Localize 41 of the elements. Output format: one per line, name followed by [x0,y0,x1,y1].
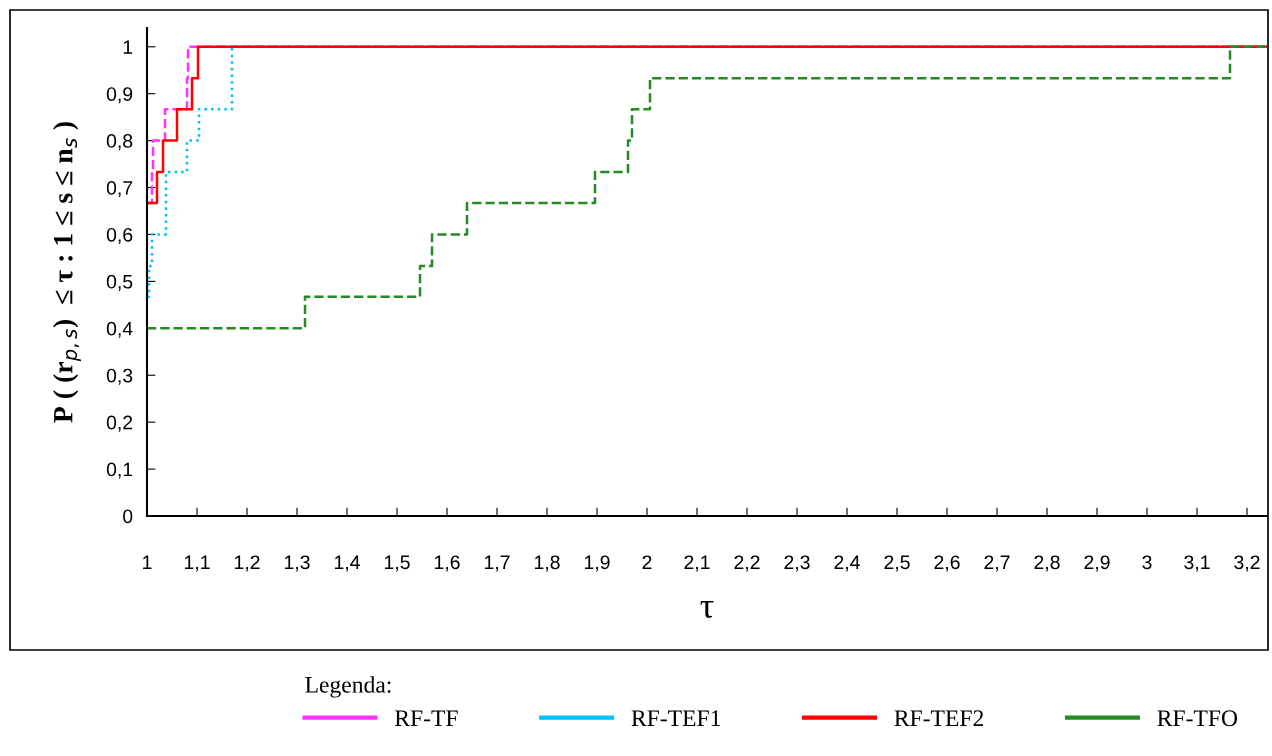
y-tick-label: 0,2 [106,415,133,432]
x-tick-label: 2,3 [784,555,810,572]
x-axis-title: τ [700,600,714,618]
y-tick-label: 0 [123,509,133,524]
x-tick-label: 1,6 [434,555,460,572]
y-tick-label: 0,7 [106,181,133,198]
legend-label: RF-TEF2 [894,710,984,726]
x-tick-label: 1,7 [484,555,510,572]
y-tick-label: 0,1 [106,462,133,479]
x-tick-label: 3 [1142,555,1152,570]
y-tick-label: 0,9 [106,87,133,104]
x-tick-label: 1,4 [334,555,360,572]
x-tick-label: 2,9 [1084,555,1110,572]
x-tick-label: 2,5 [884,555,910,572]
x-tick-label: 2 [642,555,652,569]
x-tick-label: 1,2 [234,555,260,572]
y-tick-label: 0,4 [106,321,133,338]
legend-label: RF-TF [394,710,458,726]
x-tick-label: 2,8 [1034,555,1060,572]
y-tick-label: 1 [123,40,133,54]
y-tick-label: 0,6 [106,227,133,244]
x-tick-label: 3,2 [1234,555,1260,572]
x-tick-label: 2,6 [934,555,960,572]
x-tick-label: 1,5 [384,555,410,572]
legend-label: RF-TEF1 [631,710,721,726]
x-tick-label: 1 [143,555,152,569]
x-tick-label: 2,1 [684,555,710,572]
x-tick-label: 2,7 [984,555,1010,572]
x-tick-label: 1,8 [534,555,560,572]
x-tick-label: 2,2 [734,555,760,572]
y-tick-label: 0,5 [106,274,133,291]
x-tick-label: 1,9 [584,555,610,572]
y-tick-label: 0,8 [106,134,133,151]
y-tick-label: 0,3 [106,368,133,385]
legend-label: RF-TFO [1157,710,1238,727]
y-axis-title: P ( (r$_{p,s}$) ≤ τ : 1 ≤ s ≤ n$_{s}$ ) [53,122,81,423]
x-tick-label: 1,3 [284,555,310,572]
legend-title: Legenda: [305,676,391,698]
x-tick-label: 2,4 [834,555,860,572]
x-tick-label: 1,1 [184,555,210,572]
x-tick-label: 3,1 [1184,555,1210,572]
